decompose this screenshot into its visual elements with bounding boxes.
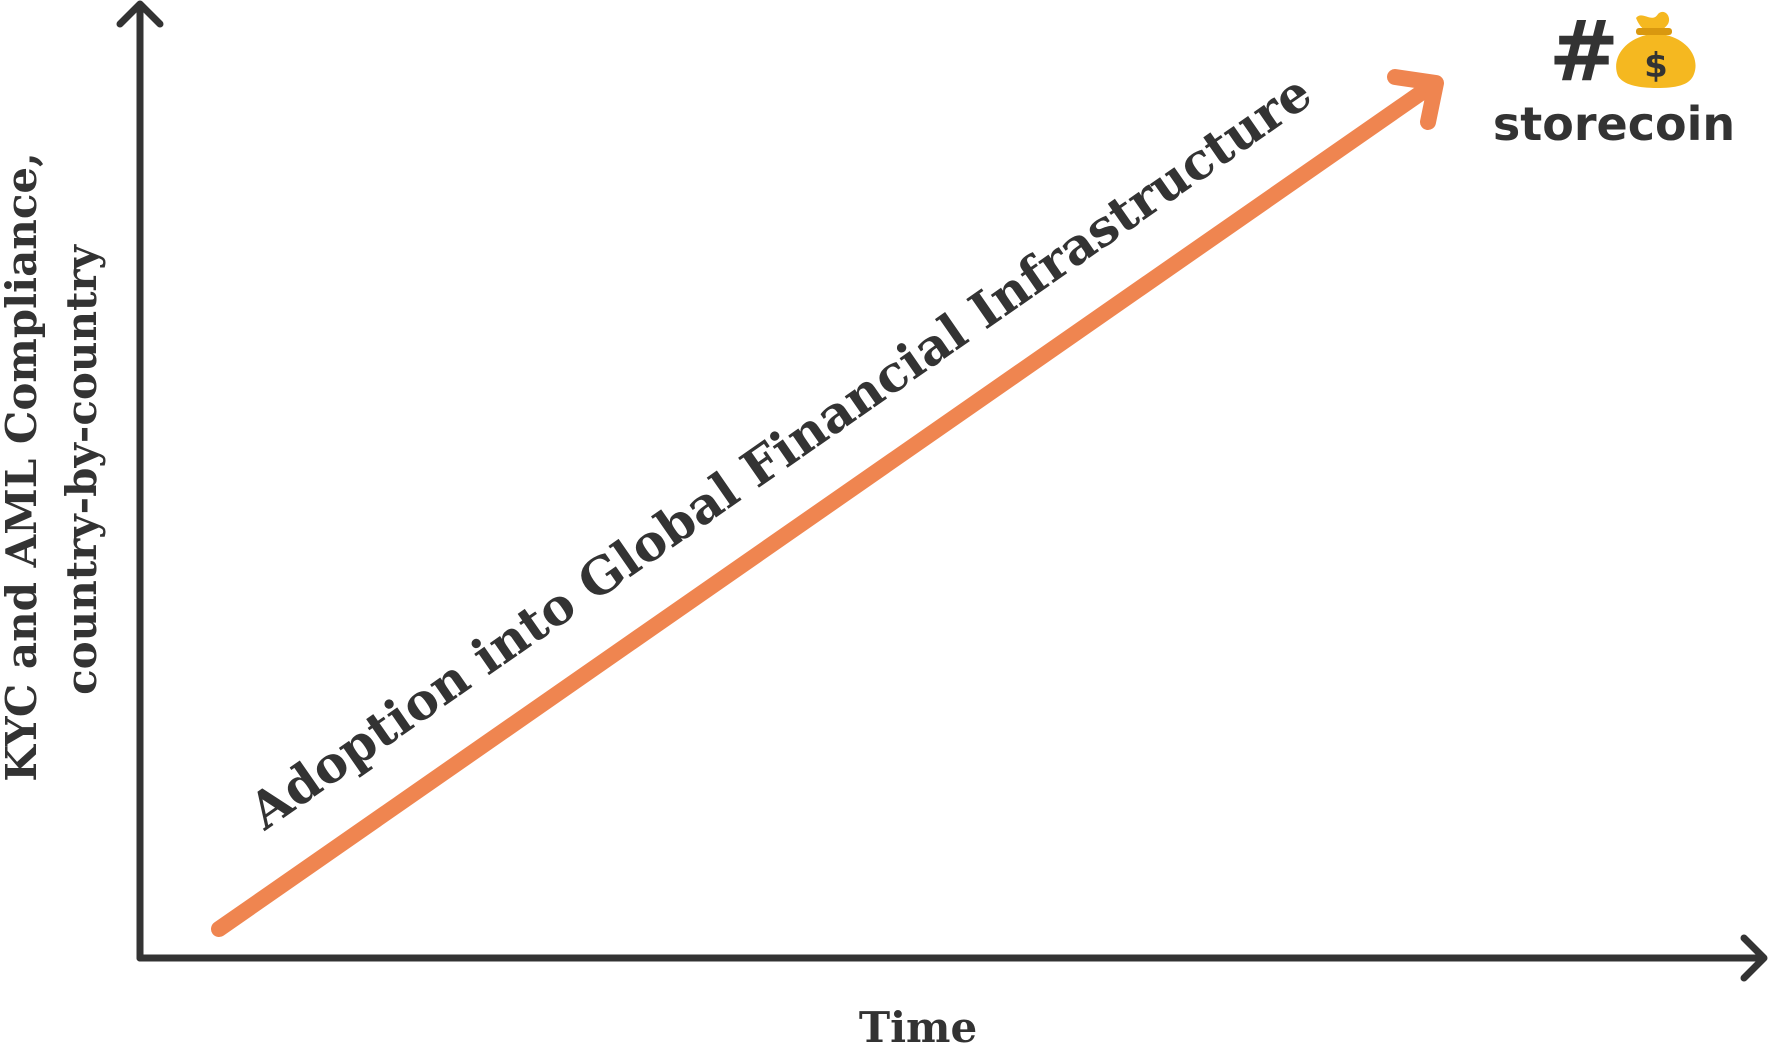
y-axis — [116, 0, 164, 962]
logo-name: storecoin — [1493, 97, 1735, 151]
x-axis-label: Time — [859, 1003, 977, 1046]
money-bag-symbol: $ — [1644, 46, 1668, 86]
logo-hash-symbol: # — [1549, 2, 1619, 100]
trend-label: Adoption into Global Financial Infrastru… — [237, 62, 1322, 841]
trend-arrow — [211, 69, 1444, 937]
x-axis — [136, 934, 1768, 982]
money-bag-icon: $ — [1616, 11, 1696, 88]
storecoin-logo: # $ storecoin — [1493, 2, 1735, 151]
y-axis-label-line1: KYC and AML Compliance, — [0, 152, 46, 781]
y-axis-label-line2: country-by-country — [57, 244, 106, 695]
